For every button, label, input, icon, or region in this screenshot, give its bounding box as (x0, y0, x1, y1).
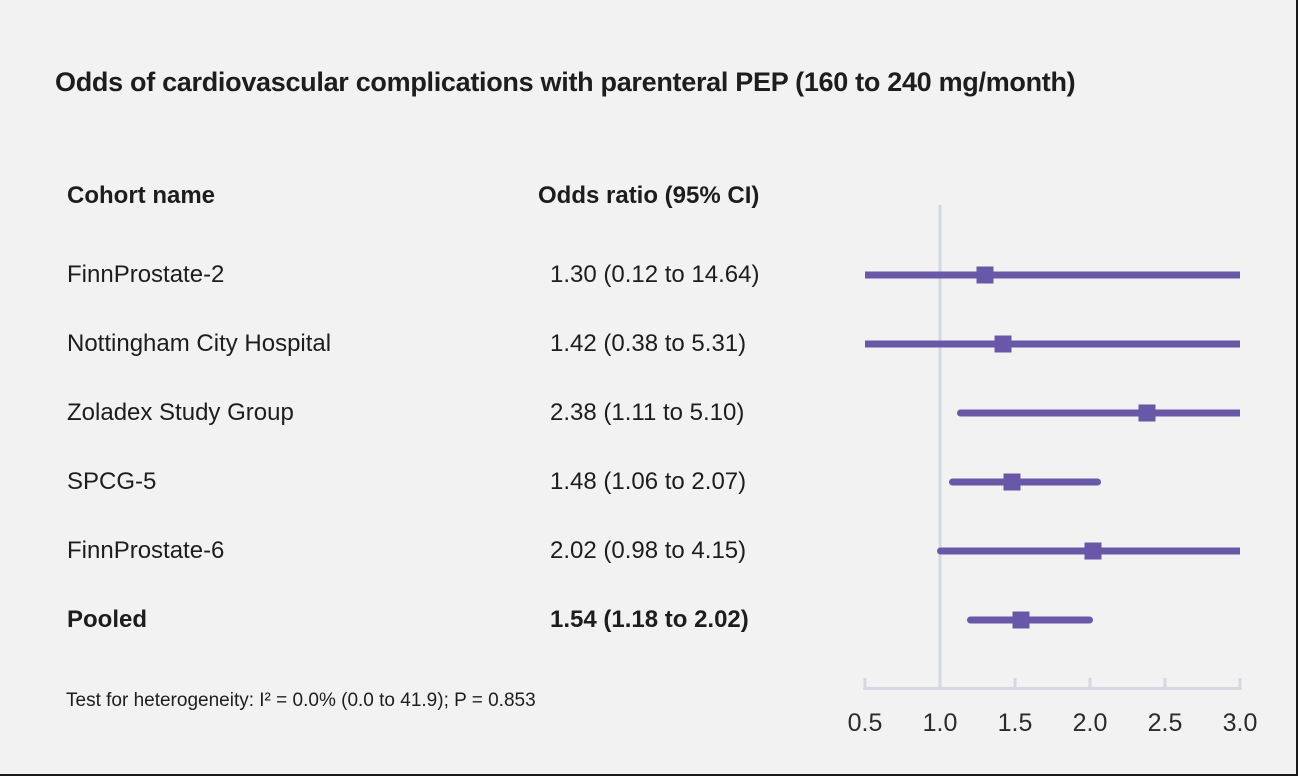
odds-ratio-value-label: 1.42 (0.38 to 5.31) (550, 330, 747, 357)
column-header-odds-ratio: Odds ratio (95% CI) (538, 182, 760, 209)
chart-title: Odds of cardiovascular complications wit… (55, 67, 1076, 97)
odds-ratio-point-marker (994, 335, 1012, 353)
x-axis-tick-label: 0.5 (847, 709, 883, 737)
odds-ratio-point-marker (1003, 473, 1021, 491)
x-axis-line (863, 687, 1242, 690)
odds-ratio-value-label: 1.30 (0.12 to 14.64) (550, 261, 760, 288)
x-axis-tick (938, 678, 942, 687)
odds-ratio-point-marker (1012, 611, 1030, 629)
odds-ratio-point-marker (976, 266, 994, 284)
odds-ratio-point-marker (1084, 542, 1102, 560)
x-axis-tick-label: 1.5 (997, 709, 1033, 737)
odds-ratio-value-label: 2.38 (1.11 to 5.10) (550, 399, 745, 426)
x-axis-tick-label: 1.0 (922, 709, 958, 737)
x-axis-tick-label: 2.0 (1072, 709, 1108, 737)
x-axis-tick-label: 3.0 (1222, 709, 1258, 737)
reference-line (938, 205, 942, 689)
confidence-interval-line (967, 616, 1093, 624)
heterogeneity-note: Test for heterogeneity: I² = 0.0% (0.0 t… (66, 690, 536, 711)
confidence-interval-line (949, 478, 1101, 486)
odds-ratio-value-label: 1.54 (1.18 to 2.02) (550, 606, 749, 633)
confidence-interval-line (865, 271, 1240, 279)
x-axis-tick (863, 678, 867, 687)
odds-ratio-point-marker (1138, 404, 1156, 422)
cohort-name-label: FinnProstate-2 (67, 261, 225, 288)
confidence-interval-line (956, 409, 1240, 417)
x-axis-tick (1238, 678, 1242, 687)
cohort-name-label: Nottingham City Hospital (67, 330, 332, 357)
x-axis-tick (1088, 678, 1092, 687)
odds-ratio-value-label: 2.02 (0.98 to 4.15) (550, 537, 747, 564)
cohort-name-label: FinnProstate-6 (67, 537, 225, 564)
x-axis-tick (1163, 678, 1167, 687)
cohort-name-label: Zoladex Study Group (67, 399, 294, 426)
cohort-name-label: SPCG-5 (67, 468, 157, 495)
odds-ratio-value-label: 1.48 (1.06 to 2.07) (550, 468, 747, 495)
cohort-name-label: Pooled (67, 606, 148, 633)
column-header-cohort-name: Cohort name (67, 182, 216, 209)
x-axis-tick-label: 2.5 (1147, 709, 1183, 737)
x-axis-tick (1013, 678, 1017, 687)
confidence-interval-line (865, 340, 1240, 348)
